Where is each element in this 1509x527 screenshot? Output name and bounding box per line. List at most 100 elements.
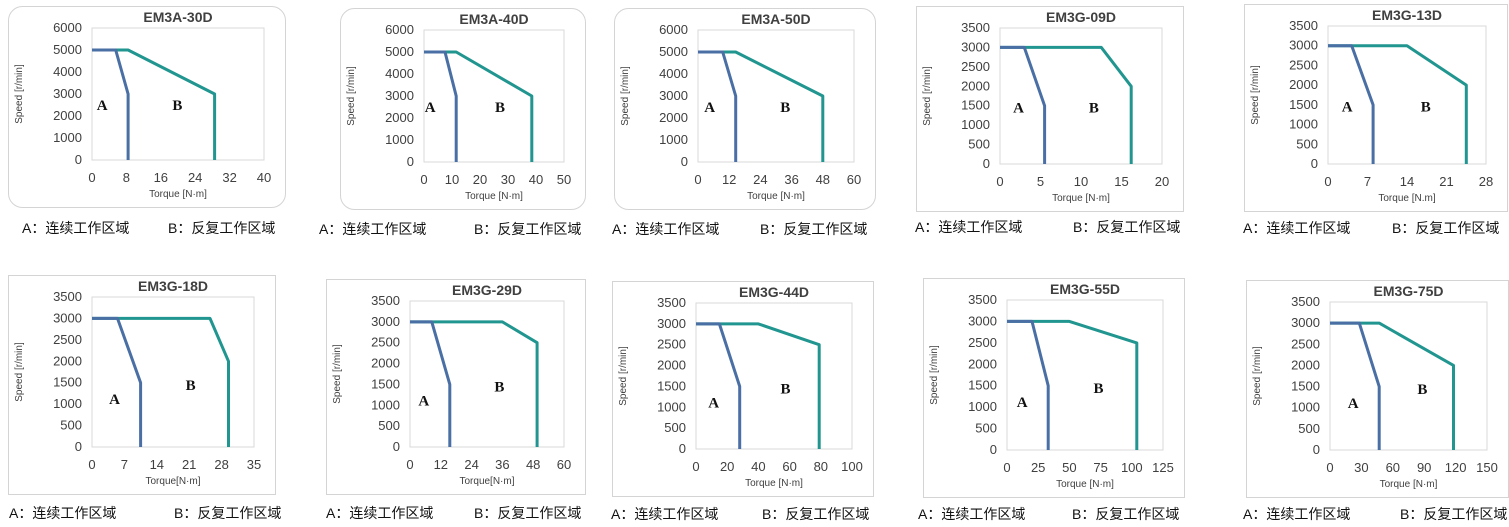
y-tick-label: 3000: [53, 86, 82, 101]
y-tick-label: 2500: [1289, 57, 1318, 72]
series-line-continuous: [92, 48, 130, 160]
y-tick-label: 3000: [961, 39, 990, 54]
y-axis-title: Speed [r/min]: [346, 66, 357, 126]
y-tick-label: 2000: [371, 356, 400, 371]
panel-frame: [916, 6, 1184, 212]
y-tick-label: 3500: [371, 293, 400, 308]
region-label-a: A: [704, 100, 715, 116]
chart-title: EM3G-13D: [1372, 7, 1442, 23]
x-tick-label: 60: [1386, 460, 1400, 475]
legend-intermittent-region: B：反复工作区域: [474, 221, 582, 237]
y-tick-label: 3500: [968, 292, 997, 307]
plot-area: [695, 302, 853, 450]
x-axis-title: Torque [N·m]: [745, 478, 803, 489]
panel-frame: [1244, 4, 1508, 212]
region-label-a: A: [708, 396, 719, 412]
legend-intermittent-region: B：反复工作区域: [762, 506, 870, 522]
y-tick-label: 0: [75, 152, 82, 167]
series-line-intermittent: [410, 320, 539, 447]
y-tick-label: 0: [1311, 156, 1318, 171]
region-label-a: A: [97, 98, 108, 114]
y-tick-label: 1000: [961, 117, 990, 132]
legend-intermittent-region: B：反复工作区域: [474, 505, 582, 521]
plot-area: [423, 29, 565, 163]
y-tick-label: 1500: [1291, 379, 1320, 394]
legend-continuous-region: A：连续工作区域: [1243, 506, 1351, 522]
y-tick-label: 1500: [371, 376, 400, 391]
panel-frame: [340, 8, 586, 210]
region-label-b: B: [1421, 100, 1431, 116]
x-tick-label: 24: [753, 172, 767, 187]
x-tick-label: 50: [557, 172, 571, 187]
y-tick-label: 0: [75, 439, 82, 454]
y-tick-label: 4000: [385, 66, 414, 81]
y-tick-label: 2000: [961, 78, 990, 93]
x-axis-title: Torque [N·m]: [1052, 193, 1110, 204]
legend-continuous-region: A：连续工作区域: [915, 219, 1023, 235]
x-tick-label: 20: [1155, 174, 1169, 189]
x-tick-label: 60: [557, 457, 571, 472]
y-tick-label: 2500: [968, 335, 997, 350]
x-tick-label: 40: [257, 170, 271, 185]
series-line-intermittent: [1000, 45, 1133, 164]
plot-area: [1006, 299, 1164, 451]
y-tick-label: 2000: [968, 356, 997, 371]
x-axis-title: Torque [N·m]: [149, 189, 207, 200]
region-label-a: A: [109, 392, 120, 408]
region-label-b: B: [1089, 100, 1099, 116]
chart-panel: EM3G-75D 0 500 1000 1500 2000 2500 3000 3500 0 30 6…: [1246, 280, 1509, 498]
y-tick-label: 1000: [53, 130, 82, 145]
y-tick-label: 1000: [385, 132, 414, 147]
x-tick-label: 24: [188, 170, 202, 185]
region-label-b: B: [1093, 381, 1103, 397]
y-tick-label: 6000: [53, 20, 82, 35]
x-tick-label: 75: [1093, 460, 1107, 475]
x-tick-label: 0: [1326, 460, 1333, 475]
chart-title: EM3G-09D: [1046, 9, 1116, 25]
y-tick-label: 1000: [53, 396, 82, 411]
region-label-b: B: [1417, 382, 1427, 398]
x-tick-label: 40: [751, 459, 765, 474]
y-tick-label: 2500: [961, 59, 990, 74]
y-axis-title: Speed [r/min]: [1250, 65, 1261, 125]
x-tick-label: 28: [1479, 174, 1493, 189]
y-tick-label: 5000: [53, 42, 82, 57]
y-tick-label: 2500: [53, 332, 82, 347]
y-tick-label: 2000: [1289, 77, 1318, 92]
panel-frame: [614, 8, 876, 210]
legend-intermittent-region: B：反复工作区域: [1400, 506, 1508, 522]
chart-title: EM3G-29D: [452, 282, 522, 298]
x-tick-label: 0: [420, 172, 427, 187]
chart-panel: EM3G-18D 0 500 1000 1500 2000 2500 3000 3500 0 7 14…: [8, 275, 276, 495]
x-tick-label: 100: [841, 459, 863, 474]
y-axis-title: Speed [r/min]: [14, 64, 25, 124]
series-line-continuous: [1328, 44, 1375, 164]
y-tick-label: 500: [378, 418, 400, 433]
x-tick-label: 0: [692, 459, 699, 474]
series-line-continuous: [92, 316, 143, 447]
chart-title: EM3G-75D: [1373, 283, 1443, 299]
y-tick-label: 4000: [53, 64, 82, 79]
y-tick-label: 1000: [1291, 400, 1320, 415]
chart-panel: EM3A-30D 0 1000 2000 3000 4000 5000 6000 0 8 16 24 3…: [8, 6, 286, 208]
x-tick-label: 150: [1476, 460, 1498, 475]
plot-area: [1327, 25, 1487, 165]
x-tick-label: 7: [121, 457, 128, 472]
y-tick-label: 3500: [657, 295, 686, 310]
x-tick-label: 100: [1121, 460, 1143, 475]
x-tick-label: 5: [1037, 174, 1044, 189]
series-line-continuous: [1007, 319, 1050, 450]
y-axis-title: Speed [r/min]: [14, 342, 25, 402]
y-tick-label: 3500: [1289, 18, 1318, 33]
x-tick-label: 14: [1400, 174, 1414, 189]
x-tick-label: 35: [247, 457, 261, 472]
x-tick-label: 25: [1031, 460, 1045, 475]
x-tick-label: 0: [1003, 460, 1010, 475]
series-line-intermittent: [1328, 44, 1468, 164]
y-tick-label: 2000: [1291, 357, 1320, 372]
region-label-b: B: [172, 98, 182, 114]
region-label-b: B: [780, 100, 790, 116]
y-tick-label: 6000: [385, 22, 414, 37]
region-label-a: A: [1348, 396, 1359, 412]
plot-area: [697, 29, 855, 163]
